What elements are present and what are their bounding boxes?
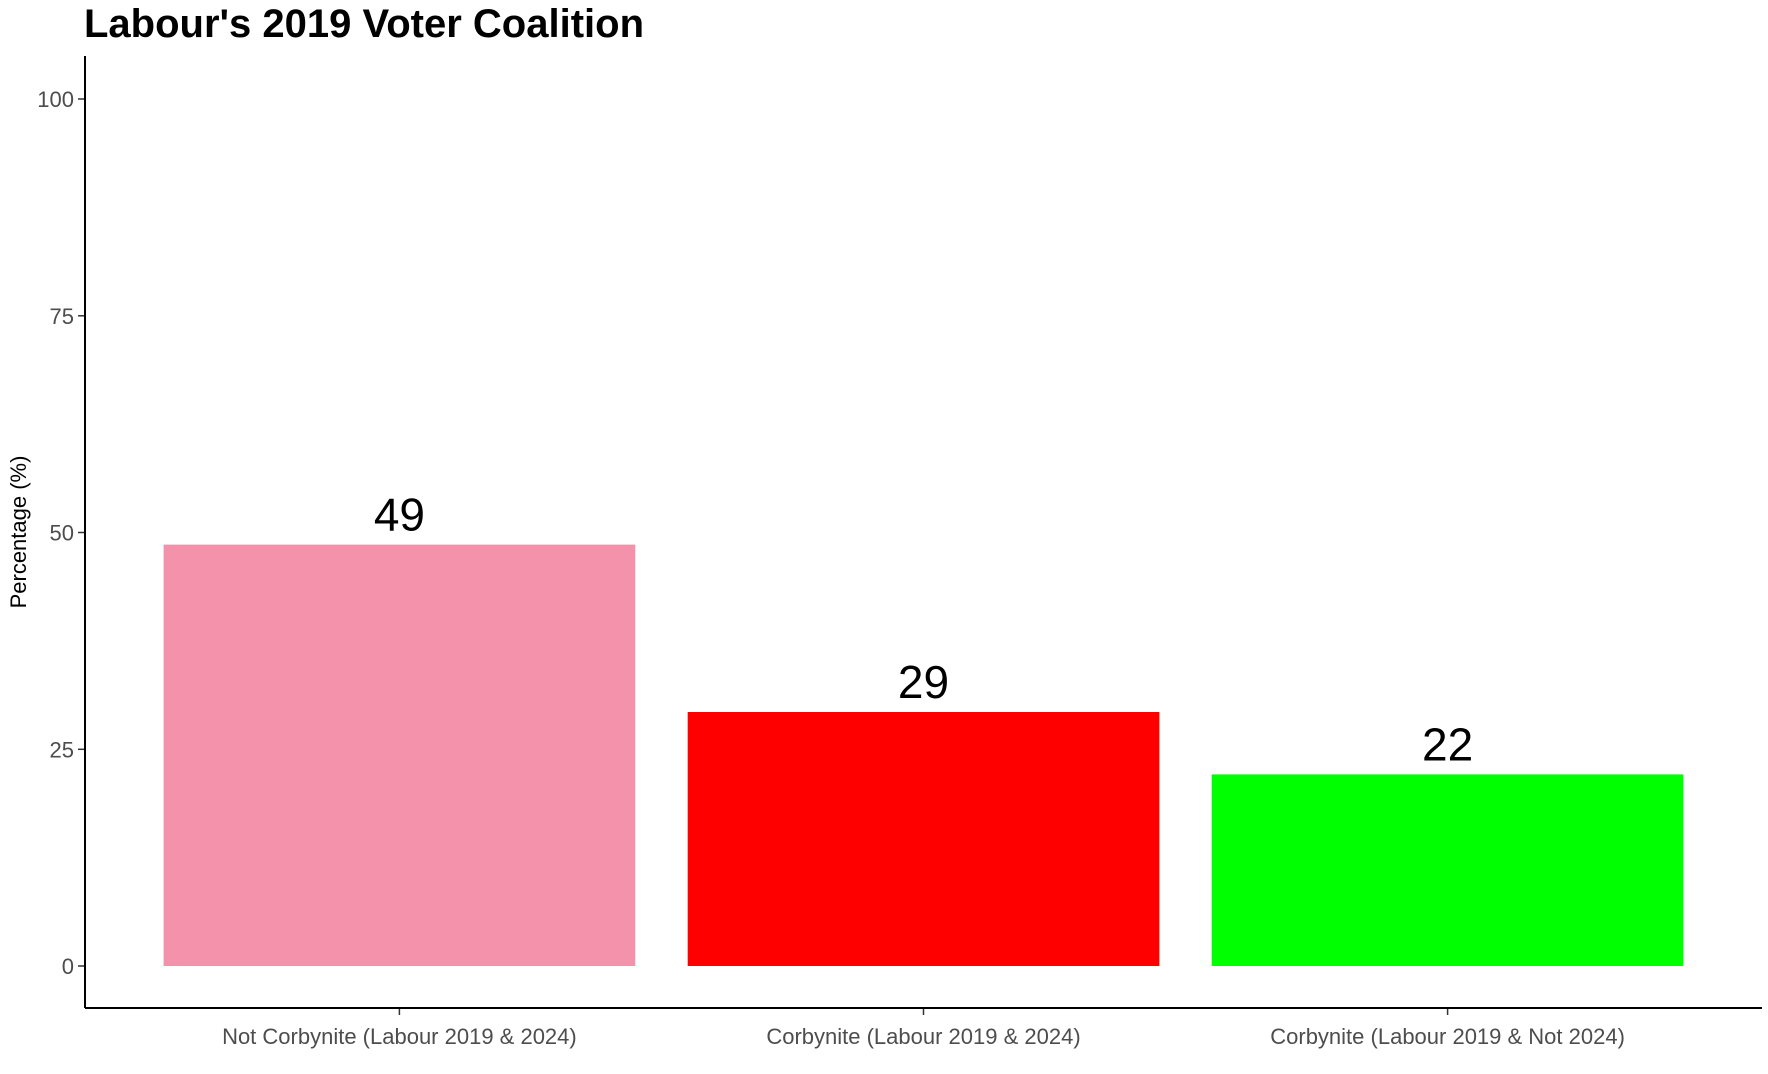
chart-title: Labour's 2019 Voter Coalition (84, 2, 644, 46)
x-axis: Not Corbynite (Labour 2019 & 2024) Corbyn… (85, 1007, 1762, 1049)
data-label: 49 (374, 489, 425, 541)
y-tick-label: 50 (50, 521, 74, 546)
data-label: 22 (1422, 718, 1473, 770)
y-tick-label: 25 (50, 737, 74, 762)
data-label: 29 (898, 656, 949, 708)
bar (163, 544, 636, 966)
x-tick-label: Not Corbynite (Labour 2019 & 2024) (222, 1024, 577, 1049)
x-tick-label: Corbynite (Labour 2019 & Not 2024) (1270, 1024, 1625, 1049)
data-labels-group: 49 29 22 (374, 489, 1473, 771)
y-axis: 0 25 50 75 100 (37, 56, 86, 1008)
y-tick-label: 0 (62, 954, 74, 979)
x-tick-label: Corbynite (Labour 2019 & 2024) (766, 1024, 1080, 1049)
y-axis-title: Percentage (%) (6, 456, 31, 609)
y-tick-label: 100 (37, 87, 74, 112)
bars-group (163, 544, 1684, 966)
y-tick-label: 75 (50, 304, 74, 329)
bar (1211, 774, 1684, 966)
bar (687, 712, 1160, 966)
